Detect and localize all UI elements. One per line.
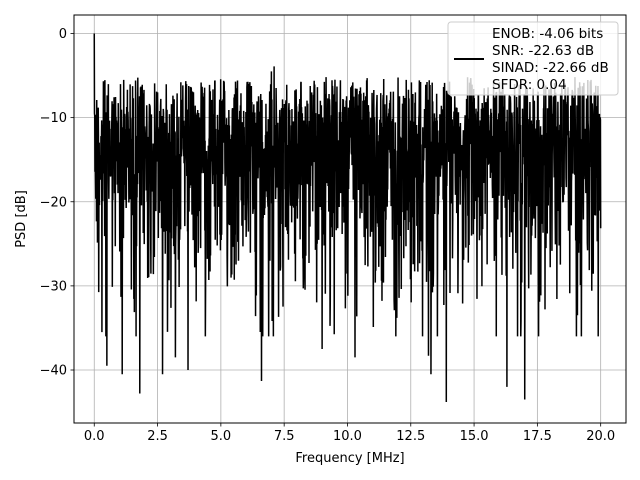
x-tick-label: 20.0 [586, 429, 615, 444]
y-tick-label: −30 [40, 279, 67, 294]
x-tick-label: 10.0 [333, 429, 362, 444]
x-tick-label: 2.5 [147, 429, 168, 444]
legend-line-snr: SNR: -22.63 dB [492, 43, 594, 59]
psd-series-line [93, 33, 602, 402]
x-axis-ticks: 0.0 2.5 5.0 7.5 10.0 12.5 15.0 17.5 20.0 [84, 423, 615, 444]
legend-line-enob: ENOB: -4.06 bits [492, 26, 603, 42]
x-tick-label: 15.0 [460, 429, 489, 444]
y-tick-label: −20 [40, 195, 67, 210]
x-tick-label: 7.5 [274, 429, 295, 444]
y-tick-label: −10 [40, 111, 67, 126]
x-tick-label: 12.5 [396, 429, 425, 444]
legend-box [447, 21, 619, 96]
series-group [93, 33, 602, 402]
y-axis-ticks: 0 −10 −20 −30 −40 [40, 27, 74, 379]
legend-line-sfdr: SFDR: 0.04 [492, 77, 567, 93]
y-tick-label: 0 [59, 27, 67, 42]
x-axis-label: Frequency [MHz] [295, 451, 404, 466]
x-tick-label: 5.0 [211, 429, 232, 444]
x-tick-label: 0.0 [84, 429, 105, 444]
y-tick-label: −40 [40, 364, 67, 379]
legend-line-sinad: SINAD: -22.66 dB [492, 60, 609, 76]
x-tick-label: 17.5 [523, 429, 552, 444]
plot-frame [73, 14, 627, 424]
y-axis-label: PSD [dB] [14, 190, 29, 248]
legend: ENOB: -4.06 bits SNR: -22.63 dB SINAD: -… [447, 21, 619, 96]
